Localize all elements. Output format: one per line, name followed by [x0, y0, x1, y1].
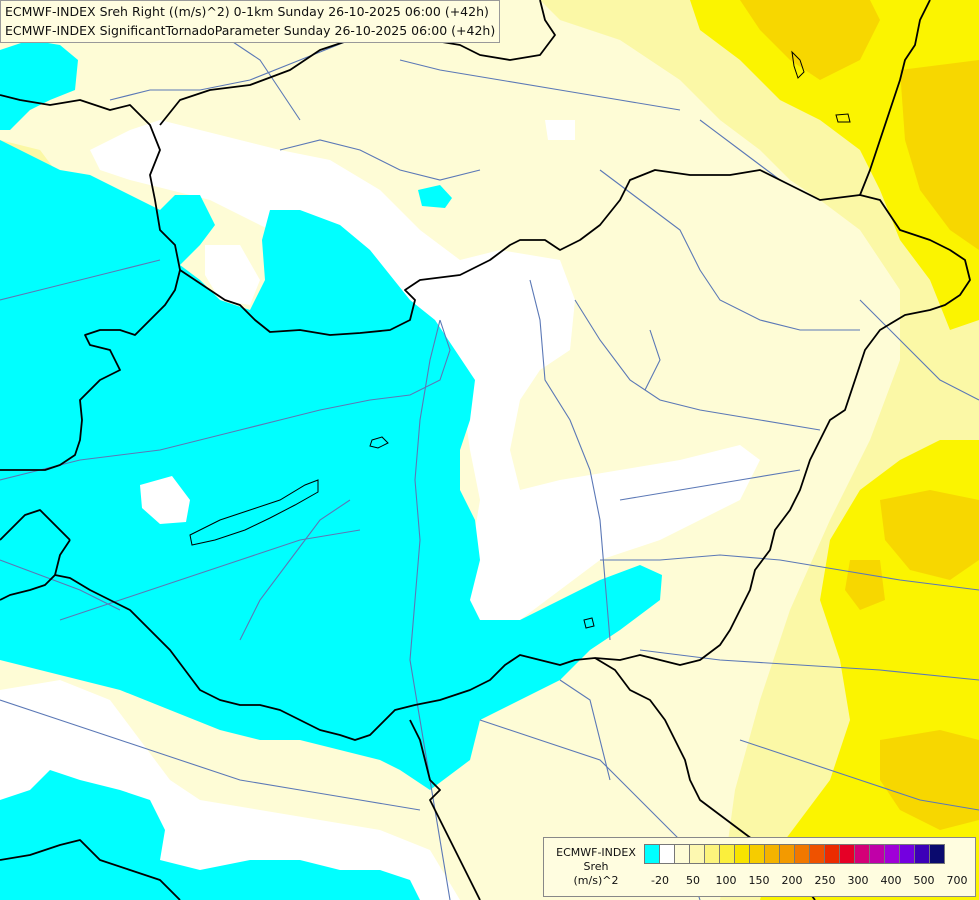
legend-swatch	[839, 844, 855, 864]
legend-swatch	[929, 844, 945, 864]
legend-swatch	[674, 844, 690, 864]
gold-areas	[740, 0, 979, 830]
legend-swatch	[659, 844, 675, 864]
legend-swatch	[824, 844, 840, 864]
legend-swatch	[869, 844, 885, 864]
lake-balaton	[189, 479, 319, 546]
legend-swatch	[899, 844, 915, 864]
legend-swatch	[794, 844, 810, 864]
legend-swatch	[689, 844, 705, 864]
legend-tick-label: 100	[715, 874, 737, 887]
legend-title: ECMWF-INDEX Sreh (m/s)^2	[548, 846, 644, 888]
legend-source: ECMWF-INDEX	[556, 846, 636, 859]
legend-tick-label: -20	[651, 874, 669, 887]
legend-tick-label: 200	[781, 874, 803, 887]
cyan-areas	[0, 40, 662, 900]
legend-swatch	[644, 844, 660, 864]
color-legend: ECMWF-INDEX Sreh (m/s)^2 -20 50 100 150 200 2…	[543, 837, 976, 897]
legend-swatch	[749, 844, 765, 864]
legend-tick-label: 700	[946, 874, 968, 887]
white-patches	[0, 245, 258, 800]
legend-swatch	[854, 844, 870, 864]
legend-tick-label: 400	[880, 874, 902, 887]
legend-swatch	[764, 844, 780, 864]
legend-swatch	[914, 844, 930, 864]
lakes	[189, 50, 851, 629]
legend-tick-label: 300	[847, 874, 869, 887]
title-line-sreh: ECMWF-INDEX Sreh Right ((m/s)^2) 0-1km S…	[5, 4, 489, 19]
legend-swatch	[884, 844, 900, 864]
legend-swatch	[734, 844, 750, 864]
legend-ticks: -20 50 100 150 200 250 300 400 500 700	[644, 874, 974, 890]
legend-swatches	[644, 844, 945, 864]
legend-swatch	[809, 844, 825, 864]
legend-swatch	[719, 844, 735, 864]
legend-variable: Sreh	[583, 860, 609, 873]
legend-tick-label: 50	[686, 874, 700, 887]
map-title-box: ECMWF-INDEX Sreh Right ((m/s)^2) 0-1km S…	[0, 0, 501, 43]
legend-tick-label: 150	[748, 874, 770, 887]
legend-tick-label: 500	[913, 874, 935, 887]
legend-swatch	[779, 844, 795, 864]
rivers	[0, 19, 979, 900]
legend-swatch	[704, 844, 720, 864]
legend-tick-label: 250	[814, 874, 836, 887]
legend-unit: (m/s)^2	[573, 874, 619, 887]
title-line-stp: ECMWF-INDEX SignificantTornadoParameter …	[5, 23, 496, 38]
